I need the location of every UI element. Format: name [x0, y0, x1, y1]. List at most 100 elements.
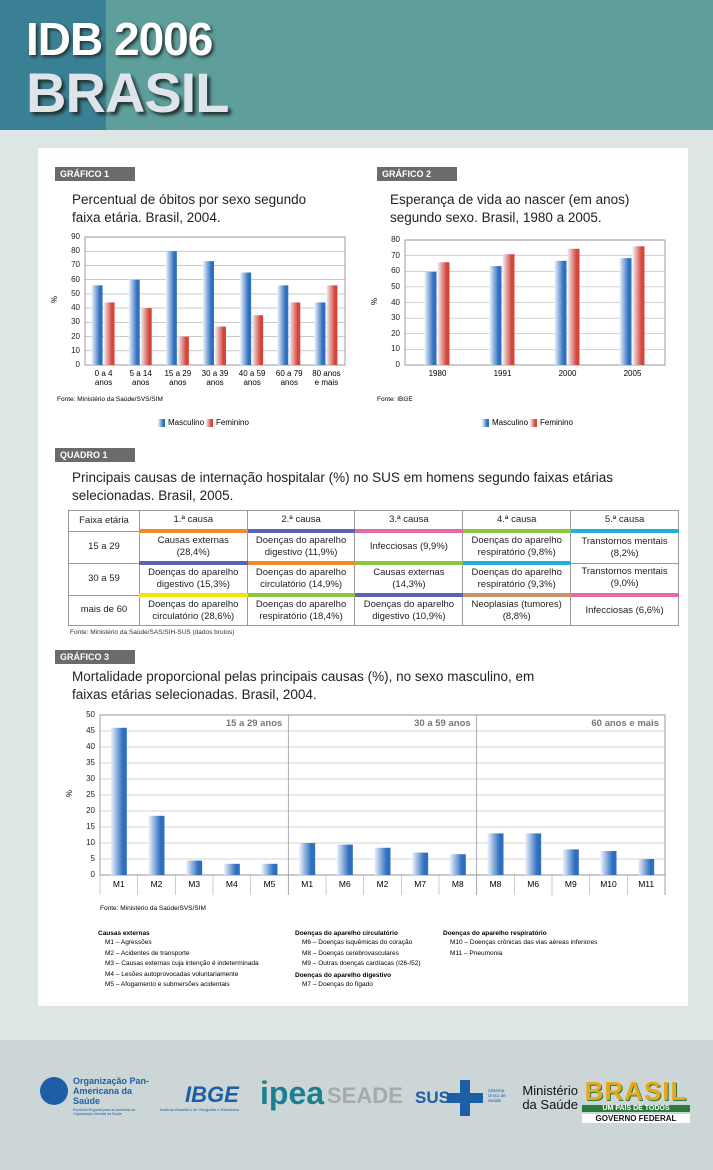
x-tick-label: M8: [451, 879, 464, 889]
y-tick-label: 40: [86, 742, 95, 751]
y-tick-label: 35: [86, 758, 95, 767]
header-block: [0, 0, 106, 130]
bar: [148, 815, 165, 875]
chart-source: Fonte: IBGE: [377, 396, 413, 403]
y-tick-label: 60: [71, 274, 80, 284]
note-item: M7 – Doenças do fígado: [302, 981, 373, 988]
group-label: 15 a 29 anos: [225, 718, 283, 729]
bar: [128, 279, 140, 365]
table-cell: 2.ª causa: [246, 510, 356, 532]
x-tick-label: 5 a 14 anos: [129, 369, 152, 387]
table-cell: 30 a 59: [68, 562, 140, 596]
bar: [165, 251, 177, 365]
table-row: Faixa etária 1.ª causa 2.ª causa 3.ª causa 4…: [68, 510, 679, 532]
bar: [223, 863, 240, 875]
table-source: Fonte: Ministério da Saúde/SAS/SIH-SUS (…: [70, 629, 235, 636]
bar: [525, 833, 542, 875]
x-tick-label: M9: [564, 879, 577, 889]
y-tick-label: 80: [71, 246, 80, 256]
table-cell: Causas externas (28,4%): [138, 529, 248, 564]
footer-ipea: ipea: [260, 1075, 325, 1111]
table-cell: 3.ª causa: [354, 510, 464, 532]
plot-frame: [404, 239, 666, 366]
note-item: M9 – Outras doenças cardíacas (I26-I52): [302, 960, 421, 967]
y-tick-label: 5: [90, 854, 95, 863]
bar: [412, 852, 429, 875]
bar: [437, 262, 450, 365]
x-tick-label: 80 anos e mais: [312, 369, 341, 387]
note-heading: Doenças do aparelho respiratório: [443, 930, 547, 937]
y-tick-label: 80: [391, 235, 400, 244]
x-tick-label: 0 a 4 anos: [94, 369, 113, 387]
group-label: 30 a 59 anos: [414, 718, 471, 729]
header-band: [0, 0, 713, 130]
footer-globe: [40, 1077, 68, 1105]
table-cell: 15 a 29: [68, 530, 140, 564]
x-tick-label: M2: [150, 879, 163, 889]
x-tick-label: M1: [112, 879, 125, 889]
bar: [502, 254, 515, 365]
bar: [289, 302, 301, 365]
table-cell: 5.ª causa: [570, 510, 679, 532]
x-tick-label: M6: [338, 879, 351, 889]
legend-label: Feminino: [216, 418, 249, 427]
footer-brasil: BRASIL: [584, 1076, 688, 1106]
footer-sus-sub: Sistema Único de Saúde: [488, 1088, 506, 1103]
note-heading: Doenças do aparelho circulatório: [295, 930, 398, 937]
bar: [554, 260, 567, 365]
legend-swatch: [482, 419, 489, 427]
y-tick-label: 25: [86, 790, 95, 799]
table-cell: Causas externas (14,3%): [354, 561, 464, 596]
bar: [638, 859, 655, 875]
x-tick-label: M11: [638, 879, 655, 889]
note-item: M6 – Doenças isquêmicas do coração: [302, 939, 413, 946]
y-tick-label: 10: [71, 345, 80, 355]
note-item: M1 – Agressões: [105, 939, 152, 946]
bar: [487, 833, 504, 875]
bar: [299, 843, 316, 875]
note-item: M10 – Doenças crônicas das vias aéreas i…: [450, 939, 598, 946]
chart-source: Fonte: Ministério da Saúde/SVS/SIM: [57, 396, 163, 403]
table-cell: Infecciosas (6,6%): [570, 593, 679, 626]
x-tick-label: M1: [301, 879, 314, 889]
x-tick-label: 30 a 39 anos: [201, 369, 229, 387]
table-cell: Doenças do aparelho circulatório (14,9%): [246, 561, 356, 596]
chart-title: Esperança de vida ao nascer (em anos) se…: [390, 192, 630, 225]
x-tick-label: 2005: [623, 369, 642, 378]
bar: [91, 285, 103, 365]
footer-governo: GOVERNO FEDERAL: [582, 1114, 690, 1123]
legend-label: Masculino: [168, 418, 205, 427]
bar: [110, 727, 127, 875]
note-item: M4 – Lesões autoprovocadas voluntariamen…: [105, 970, 239, 978]
bar: [177, 336, 189, 365]
table-cell: Doenças do aparelho respiratório (18,4%): [246, 593, 356, 626]
legend-swatch: [530, 419, 537, 427]
legend-swatch: [206, 419, 213, 427]
footer-seade: SEADE: [327, 1083, 403, 1108]
y-tick-label: 50: [86, 710, 95, 719]
x-tick-label: M7: [414, 879, 427, 889]
y-tick-label: 0: [395, 360, 400, 369]
y-tick-label: 20: [391, 328, 400, 338]
x-tick-label: 15 a 29 anos: [164, 369, 192, 387]
legend-label: Masculino: [492, 418, 529, 427]
y-tick-label: 90: [71, 232, 80, 241]
chart-label: GRÁFICO 3: [55, 650, 135, 664]
bar: [277, 285, 289, 365]
bar: [600, 851, 617, 875]
table-label: QUADRO 1: [55, 448, 135, 462]
table-cell: Doenças do aparelho digestivo (15,3%): [138, 561, 248, 596]
y-axis-label: %: [370, 297, 380, 305]
x-tick-label: M8: [489, 879, 502, 889]
legend-label: Feminino: [540, 418, 573, 427]
bar: [619, 258, 632, 365]
bar: [252, 315, 264, 365]
table-cell: Doenças do aparelho circulatório (28,6%): [138, 593, 248, 626]
table-cell: Infecciosas (9,9%): [354, 529, 464, 564]
bar: [240, 272, 252, 365]
bar: [326, 285, 338, 365]
table: Faixa etária 1.ª causa 2.ª causa 3.ª causa 4…: [68, 510, 679, 626]
note-item: M8 – Doenças cerebrovasculares: [302, 949, 399, 957]
y-tick-label: 10: [86, 838, 95, 847]
